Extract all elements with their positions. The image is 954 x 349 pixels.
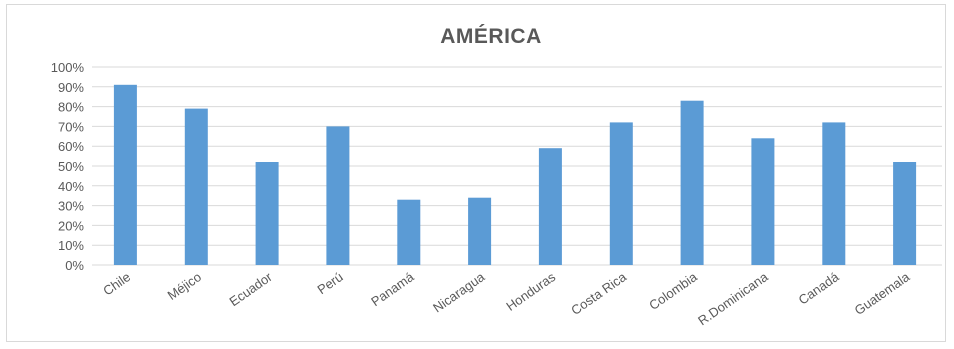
bar — [326, 126, 350, 266]
x-category-label: Chile — [100, 269, 133, 298]
bar — [184, 108, 208, 265]
y-tick-label: 20% — [58, 218, 84, 233]
bar — [255, 162, 279, 265]
y-tick-label: 0% — [65, 258, 84, 273]
bar — [397, 199, 421, 265]
bar — [751, 138, 775, 265]
y-axis-tick-labels: 0% 10% 20% 30% 40% 50% 60% 70% 80% 90% 100% — [51, 60, 85, 273]
x-category-label: Colombia — [646, 269, 700, 313]
bar — [822, 122, 846, 266]
chart-title: AMÉRICA — [440, 25, 542, 48]
bar — [113, 84, 137, 265]
x-category-label: Nicaragua — [430, 269, 488, 316]
y-tick-label: 30% — [58, 199, 84, 214]
x-category-label: Perú — [315, 269, 346, 297]
y-tick-label: 80% — [58, 100, 84, 115]
y-tick-label: 70% — [58, 119, 84, 134]
y-tick-label: 10% — [58, 238, 84, 253]
x-category-label: Costa Rica — [568, 269, 629, 318]
bar — [893, 162, 917, 265]
bars — [113, 84, 917, 266]
bar — [538, 148, 562, 265]
x-category-label: Ecuador — [227, 269, 276, 309]
chart-frame — [6, 4, 946, 342]
x-axis-category-labels: Chile Méjico Ecuador Perú Panamá Nicaragua Hon… — [100, 269, 913, 329]
gridlines — [92, 66, 942, 266]
y-tick-label: 100% — [51, 60, 85, 75]
y-tick-label: 90% — [58, 80, 84, 95]
x-category-label: Panamá — [368, 269, 417, 310]
x-category-label: Honduras — [503, 269, 558, 314]
x-category-label: R.Dominicana — [695, 269, 771, 329]
x-category-label: Méjico — [165, 269, 204, 303]
x-category-label: Canadá — [796, 269, 843, 308]
bar — [680, 100, 704, 265]
y-tick-label: 50% — [58, 159, 84, 174]
y-tick-label: 40% — [58, 179, 84, 194]
x-category-label: Guatemala — [852, 269, 913, 318]
bar — [468, 197, 492, 265]
bar — [609, 122, 633, 266]
y-tick-label: 60% — [58, 139, 84, 154]
